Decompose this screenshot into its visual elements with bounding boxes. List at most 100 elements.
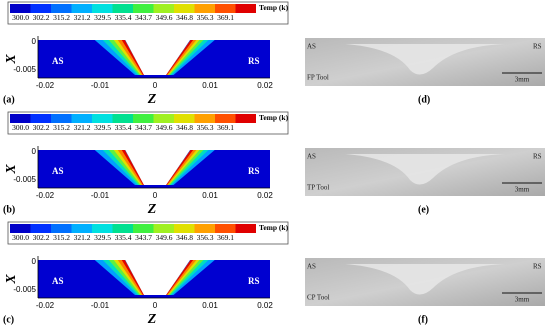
x-axis-label: Z bbox=[147, 312, 157, 325]
colorbar-swatch bbox=[30, 224, 51, 233]
colorbar-swatch bbox=[194, 4, 215, 13]
y-axis-label: X bbox=[4, 54, 19, 65]
y-tick-label: -0.005 bbox=[13, 65, 36, 74]
x-tick-label: 0 bbox=[153, 191, 158, 200]
colorbar-tick: 321.2 bbox=[74, 233, 91, 242]
y-tick-label: -0.005 bbox=[13, 175, 36, 184]
colorbar-tick: 346.8 bbox=[176, 123, 193, 132]
contour-band bbox=[166, 260, 194, 295]
colorbar-tick: 335.4 bbox=[115, 233, 132, 242]
tool-label: CP Tool bbox=[307, 294, 330, 302]
side-label: AS bbox=[52, 56, 64, 66]
colorbar-tick: 346.8 bbox=[176, 13, 193, 22]
colorbar-tick: 302.2 bbox=[33, 233, 50, 242]
x-tick-label: 0.01 bbox=[202, 301, 218, 310]
colorbar-swatch bbox=[51, 4, 72, 13]
colorbar-tick: 300.0 bbox=[12, 233, 29, 242]
colorbar-tick: 315.2 bbox=[53, 13, 70, 22]
contour-band bbox=[121, 150, 144, 185]
side-label: AS bbox=[307, 263, 316, 271]
colorbar-swatch bbox=[30, 4, 51, 13]
x-tick-label: 0.01 bbox=[202, 191, 218, 200]
y-tick-label: 0 bbox=[32, 37, 37, 46]
colorbar-swatch bbox=[194, 224, 215, 233]
colorbar-swatch bbox=[215, 114, 236, 123]
colorbar-swatch bbox=[71, 4, 92, 13]
tool-cavity bbox=[124, 149, 191, 185]
colorbar-swatch bbox=[133, 224, 154, 233]
colorbar-tick: 346.8 bbox=[176, 233, 193, 242]
colorbar-tick: 349.6 bbox=[156, 13, 173, 22]
colorbar-swatch bbox=[235, 4, 256, 13]
colorbar-tick: 335.4 bbox=[115, 13, 132, 22]
contour-band bbox=[166, 40, 197, 75]
side-label: RS bbox=[533, 153, 542, 161]
contour-band bbox=[121, 260, 144, 295]
y-tick-label: 0 bbox=[32, 147, 37, 156]
colorbar-swatch bbox=[92, 114, 113, 123]
colorbar-tick: 369.1 bbox=[217, 13, 234, 22]
colorbar-swatch bbox=[112, 224, 133, 233]
weld-nugget bbox=[345, 264, 505, 295]
colorbar-tick: 302.2 bbox=[33, 123, 50, 132]
side-label: AS bbox=[307, 43, 316, 51]
x-tick-label: 0.02 bbox=[257, 81, 273, 90]
colorbar-swatch bbox=[51, 224, 72, 233]
x-axis-label: Z bbox=[147, 202, 157, 217]
colorbar-swatch bbox=[174, 4, 195, 13]
colorbar-swatch bbox=[92, 4, 113, 13]
panel-label: (a) bbox=[3, 94, 15, 105]
colorbar-tick: 335.4 bbox=[115, 123, 132, 132]
x-tick-label: -0.01 bbox=[91, 301, 110, 310]
side-label: RS bbox=[248, 276, 260, 286]
colorbar-tick: 343.7 bbox=[135, 123, 152, 132]
colorbar-swatch bbox=[10, 4, 31, 13]
colorbar-tick: 369.1 bbox=[217, 123, 234, 132]
colorbar-title: Temp (k) bbox=[259, 223, 289, 232]
x-tick-label: -0.02 bbox=[36, 81, 55, 90]
panel-label: (f) bbox=[418, 314, 428, 325]
tool-cavity bbox=[124, 39, 191, 75]
x-tick-label: 0.02 bbox=[257, 191, 273, 200]
y-tick-label: 0 bbox=[32, 257, 37, 266]
colorbar-tick: 315.2 bbox=[53, 233, 70, 242]
colorbar-swatch bbox=[235, 114, 256, 123]
colorbar-tick: 329.5 bbox=[94, 13, 111, 22]
colorbar-swatch bbox=[174, 224, 195, 233]
colorbar-tick: 321.2 bbox=[74, 123, 91, 132]
y-axis-label: X bbox=[4, 164, 19, 175]
contour-band bbox=[166, 150, 197, 185]
colorbar-tick: 343.7 bbox=[135, 233, 152, 242]
x-tick-label: -0.01 bbox=[91, 191, 110, 200]
contour-band bbox=[117, 40, 144, 75]
x-tick-label: 0.02 bbox=[257, 301, 273, 310]
y-tick-label: -0.005 bbox=[13, 285, 36, 294]
contour-band bbox=[166, 260, 197, 295]
side-label: AS bbox=[52, 276, 64, 286]
colorbar-tick: 356.3 bbox=[197, 123, 214, 132]
colorbar-swatch bbox=[92, 224, 113, 233]
x-tick-label: 0.01 bbox=[202, 81, 218, 90]
colorbar-swatch bbox=[215, 4, 236, 13]
weld-nugget bbox=[345, 44, 505, 75]
side-label: AS bbox=[52, 166, 64, 176]
colorbar-swatch bbox=[153, 224, 174, 233]
colorbar-swatch bbox=[71, 114, 92, 123]
colorbar-tick: 321.2 bbox=[74, 13, 91, 22]
tool-label: TP Tool bbox=[307, 184, 329, 192]
side-label: AS bbox=[307, 153, 316, 161]
scale-label: 3mm bbox=[515, 186, 530, 194]
colorbar-title: Temp (k) bbox=[259, 113, 289, 122]
contour-band bbox=[117, 260, 144, 295]
tool-cavity bbox=[124, 259, 191, 295]
contour-band bbox=[117, 150, 144, 185]
side-label: RS bbox=[248, 166, 260, 176]
colorbar-swatch bbox=[51, 114, 72, 123]
colorbar-tick: 349.6 bbox=[156, 123, 173, 132]
colorbar-tick: 315.2 bbox=[53, 123, 70, 132]
scale-label: 3mm bbox=[515, 76, 530, 84]
weld-nugget bbox=[345, 154, 505, 185]
panel-label: (c) bbox=[3, 314, 14, 325]
